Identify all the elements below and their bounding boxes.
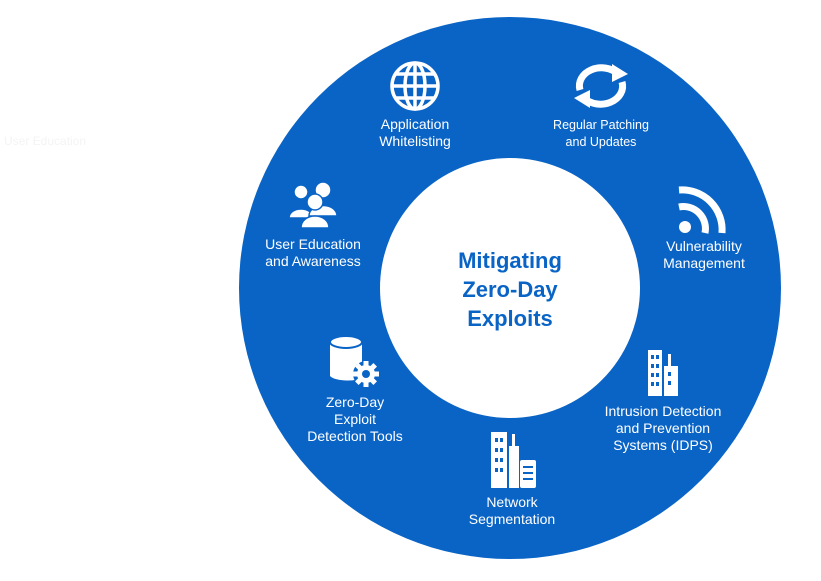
segment-label-application-whitelisting: Application Whitelisting xyxy=(379,116,451,150)
building-server-icon xyxy=(491,432,536,488)
signal-icon xyxy=(678,186,726,234)
segment-label-user-education: User Education and Awareness xyxy=(265,236,361,270)
database-gear-icon xyxy=(329,335,379,387)
segment-label-network-segmentation: Network Segmentation xyxy=(469,494,555,528)
label-line: Regular Patching xyxy=(553,118,649,132)
faint-watermark-text: User Education xyxy=(4,134,87,148)
title-line: Exploits xyxy=(467,306,553,331)
label-line: Systems (IDPS) xyxy=(613,437,713,453)
label-line: Vulnerability xyxy=(666,238,742,254)
title-line: Zero-Day xyxy=(462,277,558,302)
refresh-icon xyxy=(574,64,628,108)
label-line: and Prevention xyxy=(615,420,711,436)
segment-label-regular-patching: Regular Patching and Updates xyxy=(553,117,649,151)
segment-label-vulnerability-management: Vulnerability Management xyxy=(663,238,745,272)
title-line: Mitigating xyxy=(458,248,562,273)
label-line: Segmentation xyxy=(468,511,556,527)
label-line: and Awareness xyxy=(265,253,361,269)
label-line: Application xyxy=(380,116,450,132)
building-icon xyxy=(648,350,678,396)
label-line: Intrusion Detection xyxy=(604,403,722,419)
label-line: Zero-Day xyxy=(325,394,385,410)
label-line: User Education xyxy=(265,236,361,252)
label-line: Management xyxy=(663,255,745,271)
globe-icon xyxy=(390,61,440,111)
label-line: Network xyxy=(486,494,538,510)
segment-label-idps: Intrusion Detection and Prevention Syste… xyxy=(605,403,722,454)
label-line: Whitelisting xyxy=(379,133,451,149)
segment-label-detection-tools: Zero-Day Exploit Detection Tools xyxy=(307,394,402,445)
label-line: Detection Tools xyxy=(307,428,403,444)
diagram-title: Mitigating Zero-Day Exploits xyxy=(458,246,562,333)
label-line: Exploit xyxy=(333,411,377,427)
users-icon xyxy=(288,181,338,228)
center-disc xyxy=(380,158,640,418)
label-line: and Updates xyxy=(565,135,637,149)
